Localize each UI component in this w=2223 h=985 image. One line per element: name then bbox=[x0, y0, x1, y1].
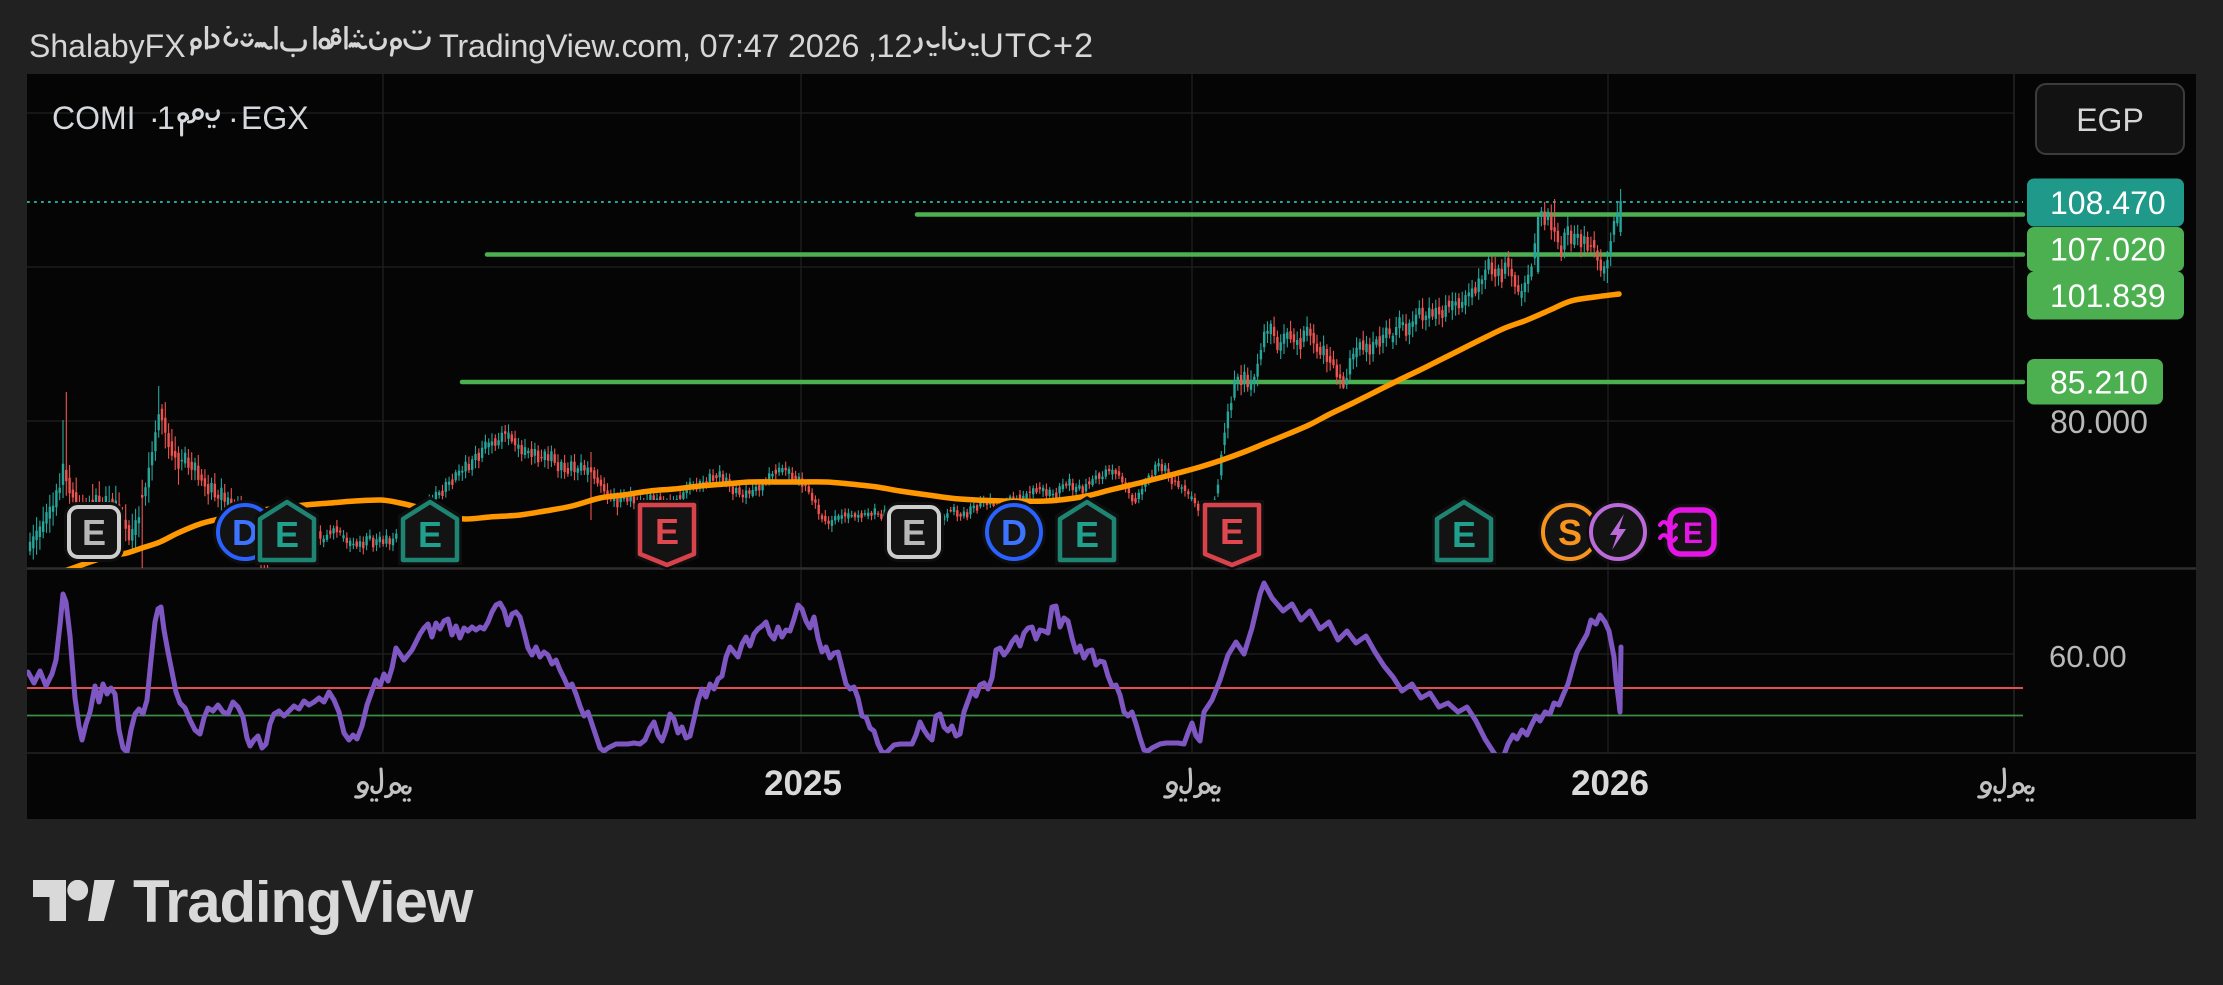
svg-text:TradingView.com, 07:47 2026 ,1: TradingView.com, 07:47 2026 ,12 bbox=[439, 28, 912, 64]
svg-text:E: E bbox=[1220, 511, 1244, 552]
svg-text:1: 1 bbox=[157, 100, 175, 136]
svg-text:107.020: 107.020 bbox=[2050, 232, 2166, 268]
svg-text:60.00: 60.00 bbox=[2049, 639, 2127, 674]
svg-text:2026: 2026 bbox=[1571, 764, 1649, 803]
svg-text:E: E bbox=[1075, 514, 1099, 555]
svg-text:·: · bbox=[149, 100, 160, 136]
svg-text:E: E bbox=[655, 511, 679, 552]
svg-text:UTC+2: UTC+2 bbox=[979, 27, 1094, 65]
svg-text:EGP: EGP bbox=[2076, 102, 2144, 138]
svg-text:E: E bbox=[275, 514, 299, 555]
svg-text:EGX: EGX bbox=[241, 100, 309, 136]
svg-text:·: · bbox=[228, 100, 239, 136]
svg-text:2025: 2025 bbox=[764, 764, 842, 803]
svg-text:S: S bbox=[1558, 512, 1582, 553]
svg-text:D: D bbox=[1001, 512, 1027, 553]
svg-text:85.210: 85.210 bbox=[2050, 365, 2148, 401]
svg-text:E: E bbox=[418, 514, 442, 555]
svg-text:108.470: 108.470 bbox=[2050, 185, 2166, 221]
svg-text:E: E bbox=[1452, 514, 1476, 555]
svg-text:80.000: 80.000 bbox=[2050, 404, 2148, 440]
svg-text:D: D bbox=[232, 512, 258, 553]
svg-text:TradingView: TradingView bbox=[133, 880, 474, 935]
svg-text:E: E bbox=[82, 512, 106, 553]
svg-text:ShalabyFX: ShalabyFX bbox=[29, 28, 186, 64]
svg-text:E: E bbox=[1683, 517, 1703, 550]
svg-text:COMI: COMI bbox=[52, 100, 136, 136]
svg-text:101.839: 101.839 bbox=[2050, 278, 2166, 314]
svg-text:E: E bbox=[902, 512, 926, 553]
